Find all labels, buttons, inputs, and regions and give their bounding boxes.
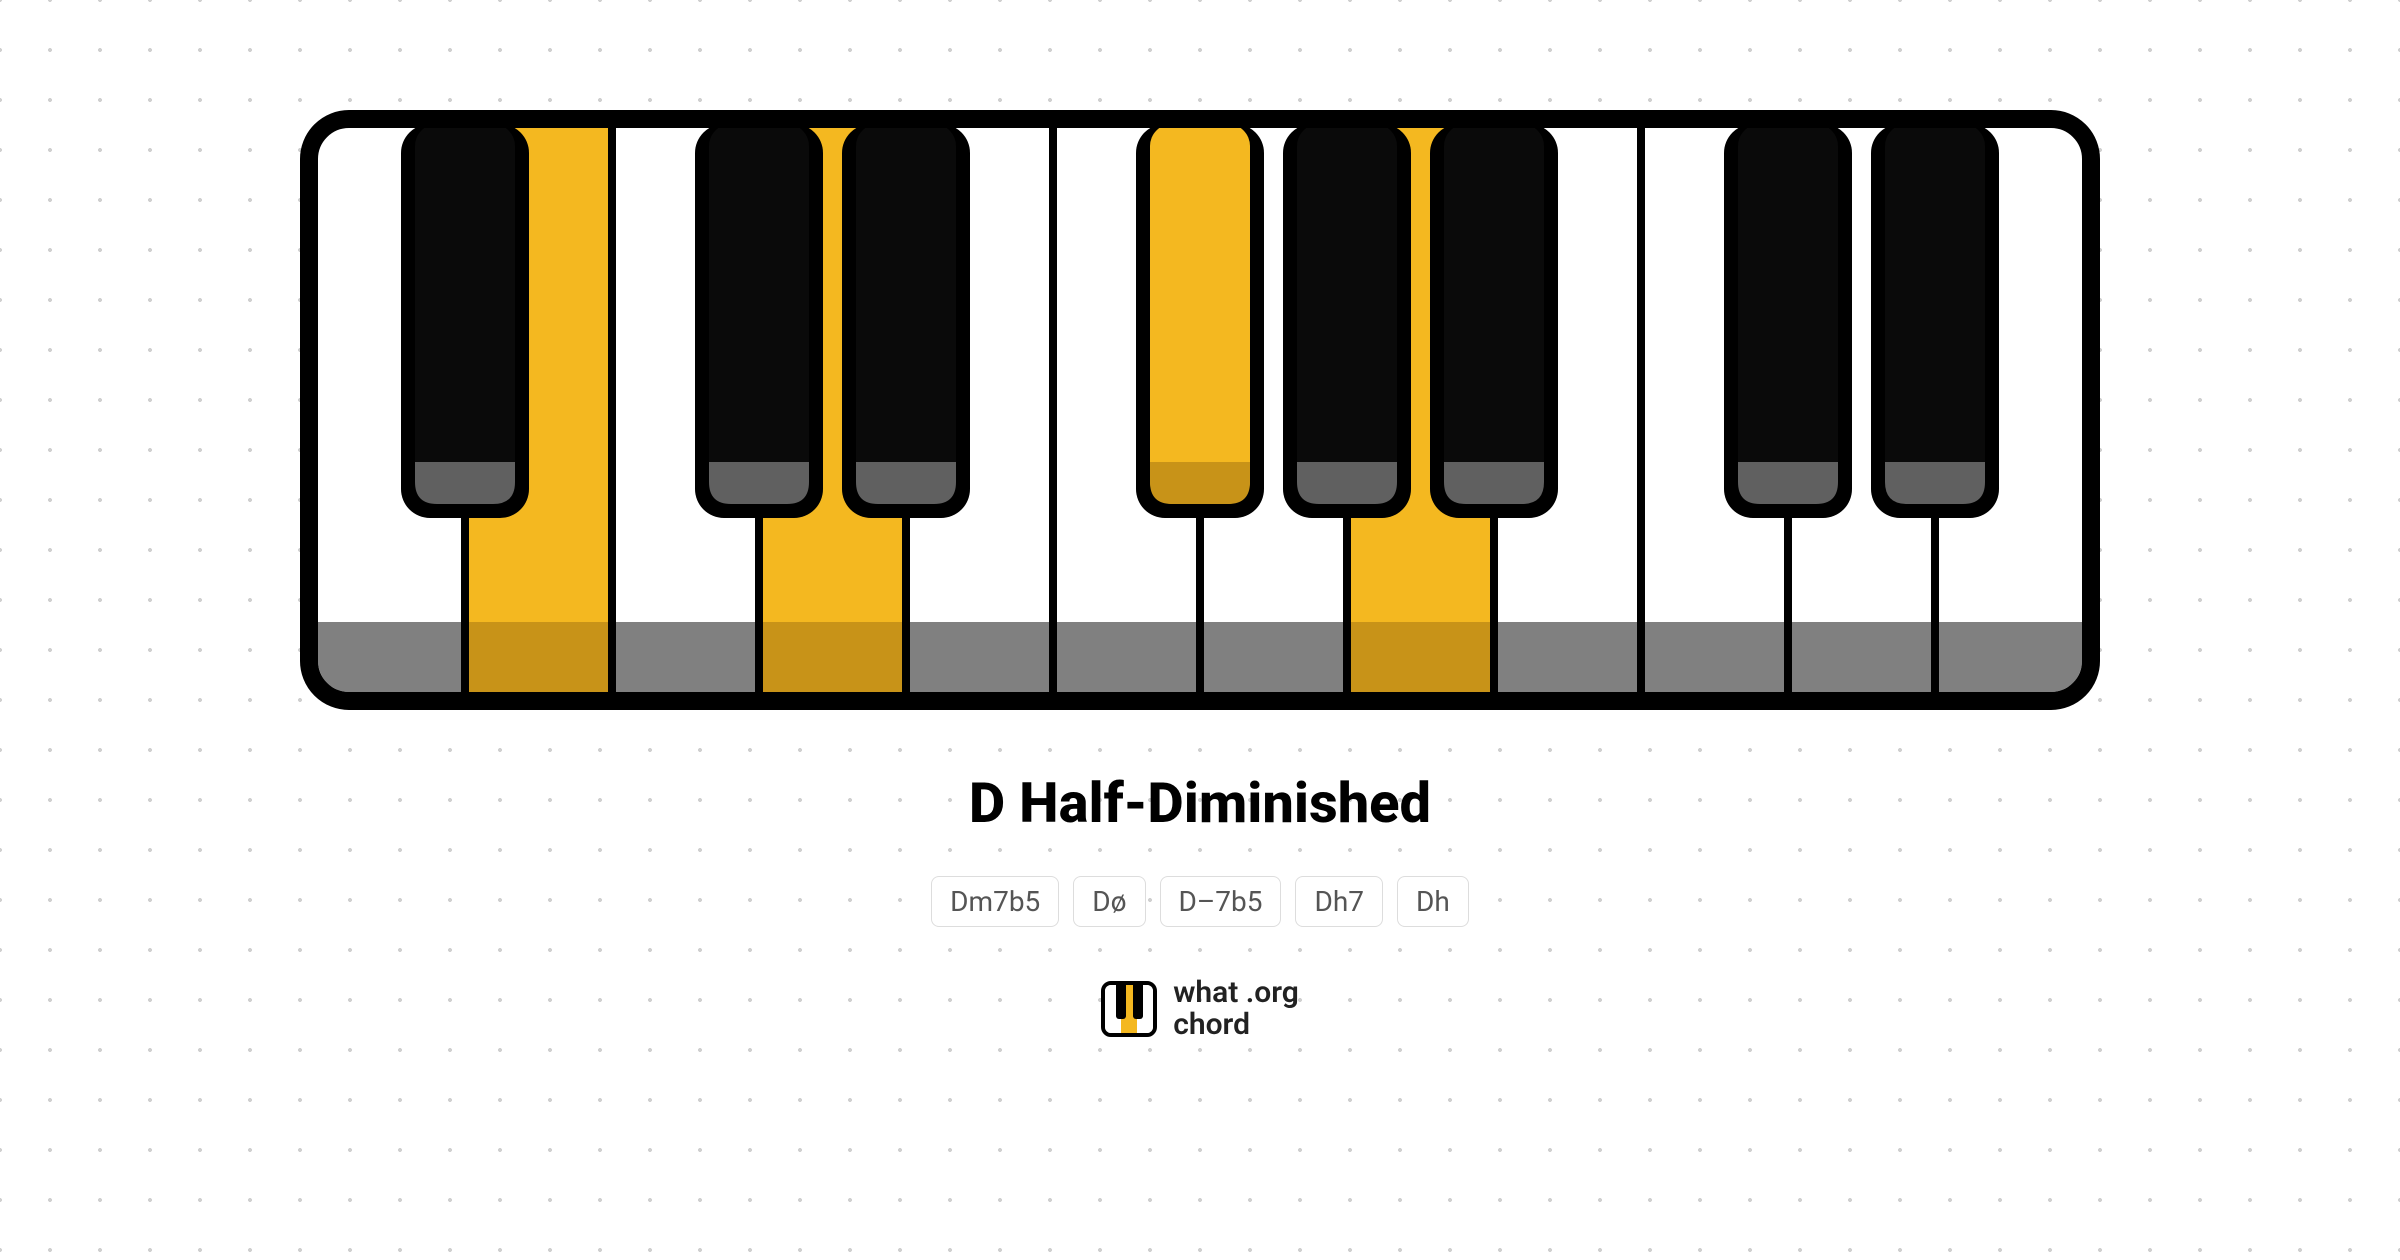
chord-tag: D–7b5 [1160,876,1282,927]
brand-icon [1101,981,1157,1037]
chord-tags: Dm7b5 Dø D–7b5 Dh7 Dh [931,876,1469,927]
chord-tag: Dh7 [1295,876,1383,927]
keyboard-svg [300,110,2100,710]
brand-line1: what .org [1173,977,1299,1009]
chord-tag: Dø [1073,876,1145,927]
brand-line2: chord [1173,1009,1299,1041]
piano-keyboard [300,110,2100,710]
chord-tag: Dh [1397,876,1469,927]
chord-title: D Half-Diminished [969,770,1431,836]
brand-text: what .org chord [1173,977,1299,1040]
brand: what .org chord [1101,977,1299,1040]
chord-tag: Dm7b5 [931,876,1059,927]
